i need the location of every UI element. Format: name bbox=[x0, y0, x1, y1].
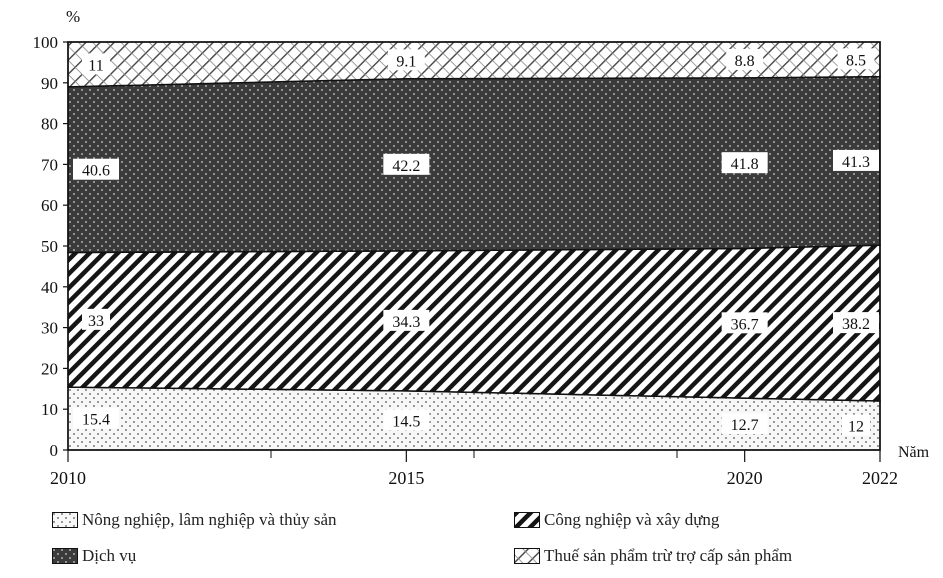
data-label-text: 12 bbox=[848, 419, 864, 436]
data-label: 12.7 bbox=[721, 413, 768, 435]
y-tick-label: 100 bbox=[33, 33, 59, 52]
data-label-text: 14.5 bbox=[392, 413, 420, 430]
data-label: 33 bbox=[82, 308, 110, 330]
y-tick-label: 0 bbox=[50, 441, 59, 460]
x-tick-label: 2010 bbox=[50, 468, 86, 488]
data-label-text: 42.2 bbox=[392, 158, 420, 175]
y-tick-label: 40 bbox=[41, 278, 58, 297]
data-label-text: 9.1 bbox=[396, 53, 416, 70]
y-tick-label: 60 bbox=[41, 196, 58, 215]
data-label-bg bbox=[73, 407, 119, 429]
data-label-bg bbox=[73, 158, 119, 180]
y-tick-label: 10 bbox=[41, 400, 58, 419]
data-label-bg bbox=[383, 153, 430, 175]
data-label-bg bbox=[721, 312, 768, 334]
legend-swatch bbox=[52, 548, 78, 564]
data-label-text: 11 bbox=[88, 57, 103, 74]
data-label-bg bbox=[842, 414, 870, 436]
data-label-text: 15.4 bbox=[82, 412, 110, 429]
y-tick-label: 50 bbox=[41, 237, 58, 256]
data-label: 34.3 bbox=[383, 309, 430, 331]
data-label: 42.2 bbox=[383, 153, 430, 175]
x-tick-label: 2022 bbox=[862, 468, 898, 488]
data-label-bg bbox=[82, 308, 110, 330]
data-label: 15.4 bbox=[73, 407, 119, 429]
legend-swatch bbox=[52, 512, 78, 528]
legend-label: Dịch vụ bbox=[82, 546, 137, 565]
data-label-bg bbox=[721, 413, 768, 435]
data-label-bg bbox=[82, 53, 110, 75]
legend-label: Nông nghiệp, lâm nghiệp và thủy sản bbox=[82, 510, 337, 529]
y-tick-label: 80 bbox=[41, 115, 58, 134]
data-label-text: 40.6 bbox=[82, 163, 110, 180]
y-axis-unit-label: % bbox=[66, 7, 80, 26]
data-label-text: 8.8 bbox=[735, 53, 755, 70]
data-label-bg bbox=[387, 49, 425, 71]
data-label: 12 bbox=[842, 414, 870, 436]
data-label-text: 38.2 bbox=[842, 316, 870, 333]
legend-item: Nông nghiệp, lâm nghiệp và thủy sản bbox=[52, 510, 337, 530]
data-label-bg bbox=[833, 312, 879, 334]
x-tick-label: 2020 bbox=[727, 468, 763, 488]
y-tick-label: 20 bbox=[41, 359, 58, 378]
data-label-bg bbox=[837, 48, 875, 70]
legend-item: Công nghiệp và xây dựng bbox=[514, 510, 719, 530]
x-tick-label: 2015 bbox=[388, 468, 424, 488]
data-label: 14.5 bbox=[383, 409, 430, 431]
data-label: 41.3 bbox=[833, 149, 879, 171]
data-label: 9.1 bbox=[387, 49, 425, 71]
stacked-area-chart: 0 10 20 30 40 50 60 70 80 90 100 2010 2015 2020 2022 1… bbox=[33, 7, 930, 488]
data-label-text: 34.3 bbox=[392, 314, 420, 331]
y-tick-label: 90 bbox=[41, 74, 58, 93]
x-axis-label: Năm bbox=[898, 444, 930, 461]
data-label-text: 41.3 bbox=[842, 154, 870, 171]
chart-legend: Nông nghiệp, lâm nghiệp và thủy sản Công … bbox=[52, 506, 932, 576]
legend-label: Thuế sản phẩm trừ trợ cấp sản phẩm bbox=[544, 546, 793, 565]
data-label-bg bbox=[383, 409, 430, 431]
data-label: 36.7 bbox=[721, 312, 768, 334]
data-label-bg bbox=[383, 309, 430, 331]
data-label: 8.8 bbox=[726, 48, 764, 70]
data-label: 11 bbox=[82, 53, 110, 75]
legend-label: Công nghiệp và xây dựng bbox=[544, 510, 720, 529]
legend-swatch bbox=[514, 548, 540, 564]
data-label-bg bbox=[833, 149, 879, 171]
data-label-text: 8.5 bbox=[846, 52, 866, 69]
y-tick-label: 30 bbox=[41, 319, 58, 338]
data-label-bg bbox=[721, 152, 768, 174]
data-label-text: 41.8 bbox=[731, 156, 759, 173]
data-label: 38.2 bbox=[833, 312, 879, 334]
data-label-bg bbox=[726, 48, 764, 70]
data-label: 40.6 bbox=[73, 158, 119, 180]
y-tick-label: 70 bbox=[41, 155, 58, 174]
legend-item: Thuế sản phẩm trừ trợ cấp sản phẩm bbox=[514, 546, 792, 566]
data-label-text: 36.7 bbox=[731, 316, 759, 333]
data-label-text: 33 bbox=[88, 313, 104, 330]
legend-swatch bbox=[514, 512, 540, 528]
data-label: 41.8 bbox=[721, 152, 768, 174]
legend-item: Dịch vụ bbox=[52, 546, 136, 566]
data-label-text: 12.7 bbox=[731, 417, 759, 434]
data-label: 8.5 bbox=[837, 48, 875, 70]
